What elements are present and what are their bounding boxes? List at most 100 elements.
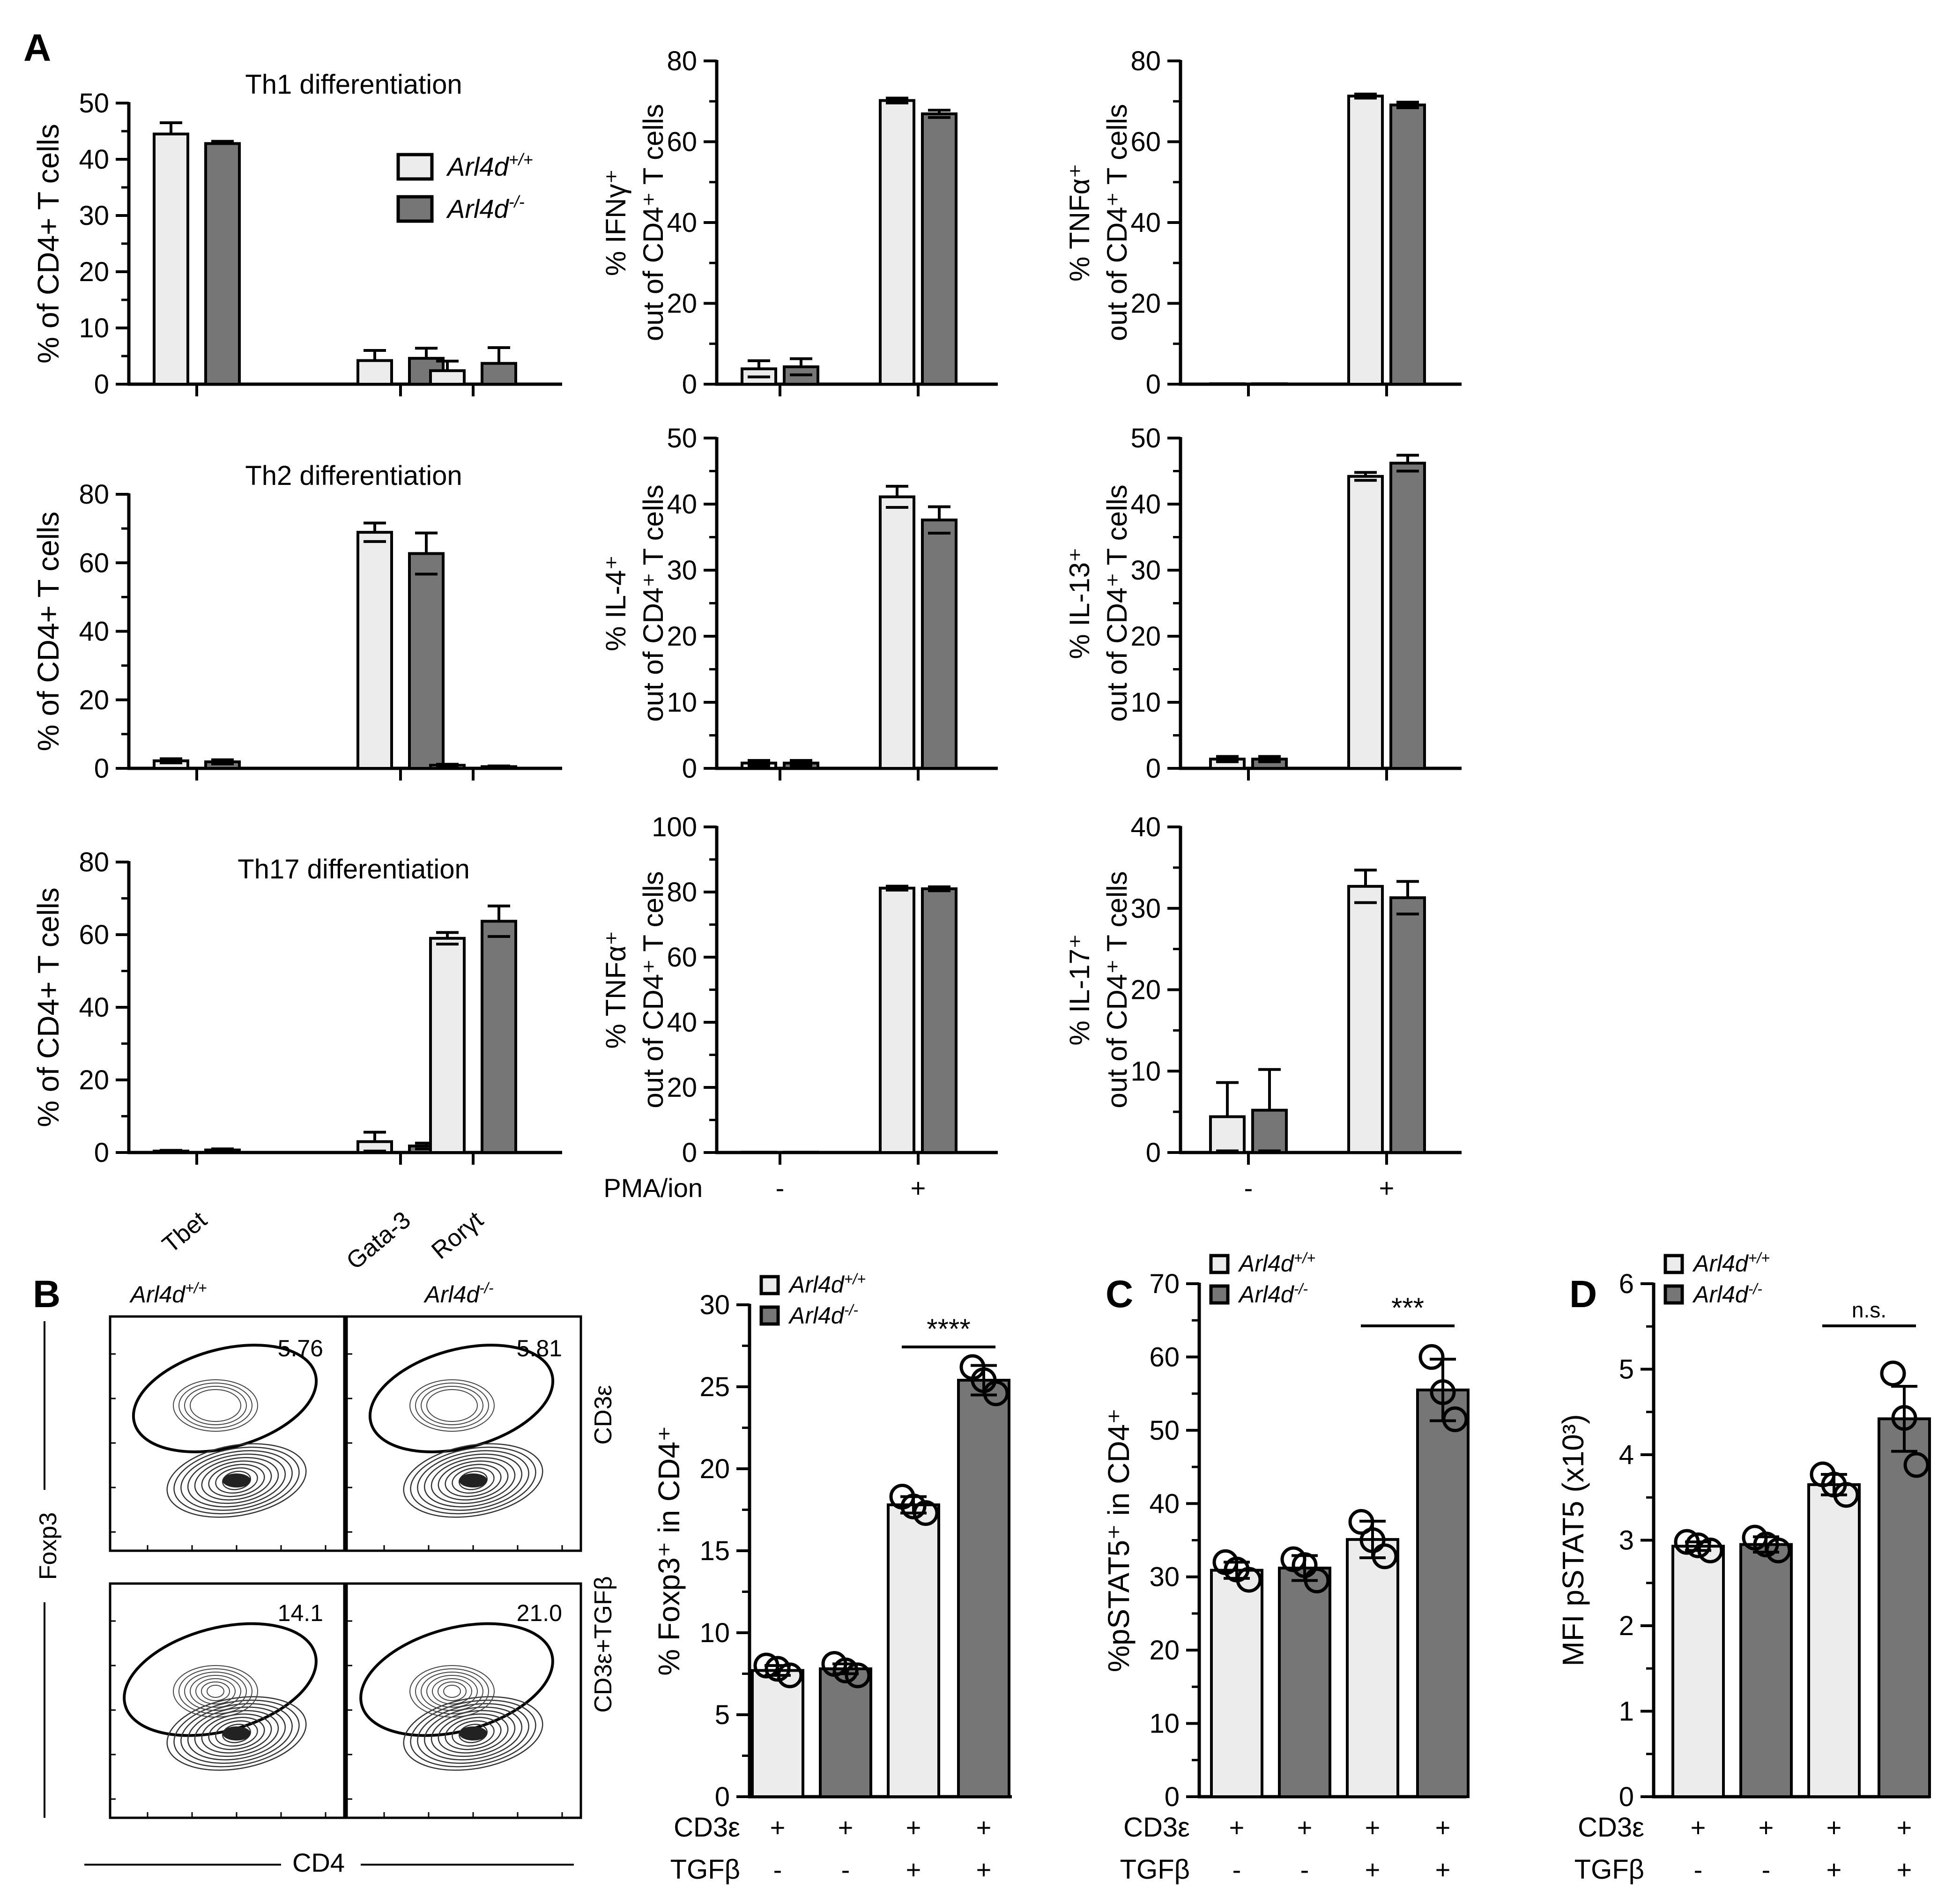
y-tick-label: 10: [1149, 1709, 1180, 1739]
data-point: [971, 1367, 997, 1393]
contour-ring: [417, 1703, 529, 1764]
y-tick-label: 10: [699, 1618, 730, 1648]
y-tick-label: 30: [699, 1290, 730, 1320]
y-tick-label: 0: [1619, 1782, 1634, 1812]
flow-contour-0: [110, 1344, 327, 1551]
bar-th1-2-0: [429, 369, 466, 386]
y-axis-label: % of CD4+ T cells: [31, 124, 65, 364]
y-tick-label: 0: [682, 1138, 697, 1168]
contour-ring: [173, 1446, 300, 1515]
contour-ring: [452, 1467, 495, 1494]
contour-ring: [208, 1717, 265, 1750]
flow-y-axis-label: Foxp3: [35, 1512, 62, 1580]
contour-core: [223, 1473, 251, 1488]
significance-label: ****: [927, 1313, 970, 1345]
contour-ring: [173, 1699, 300, 1768]
legend-label-wt: Arl4d+/+: [1238, 1250, 1315, 1277]
legend-swatch-wt: [759, 1275, 780, 1295]
contour-ring: [459, 1471, 488, 1490]
data-point: [1442, 1406, 1468, 1432]
y-tick-label: 0: [94, 753, 109, 784]
y-tick-label: 20: [79, 685, 109, 715]
flow-row-top-label: CD3ε: [590, 1385, 617, 1444]
y-tick-label: 25: [699, 1372, 730, 1402]
data-point: [1753, 1532, 1779, 1558]
y-tick-label: 2: [1619, 1611, 1634, 1641]
y-tick-label: 15: [699, 1536, 730, 1566]
chart-th1_ifng: 0 20 40 60 80 % IFNγ⁺ out of CD4⁺ T cells: [600, 46, 998, 400]
y-tick-label: 30: [1130, 555, 1161, 586]
y-tick-label: 50: [1149, 1415, 1180, 1446]
cd3e-sign: +: [1435, 1813, 1451, 1842]
gate-ellipse: [132, 1344, 318, 1453]
svg-text:Arl4d+/+: Arl4d+/+: [129, 1279, 207, 1308]
flow-cytometry-panel: Arl4d+/+ Arl4d-/- CD3ε CD3ε+TGFβ Foxp3 C…: [35, 1279, 617, 1877]
contour-ring: [423, 1706, 523, 1761]
chart-th2_il4: 0 10 20 30 40 50 % IL-4⁺ out of CD4⁺ T cells: [600, 423, 998, 784]
bar-th17_tnfa-1-0: [879, 886, 915, 1154]
y-tick-label: 30: [1149, 1562, 1180, 1592]
y-tick-label: 30: [667, 555, 697, 586]
contour-ring: [426, 1675, 478, 1708]
y-tick-label: 20: [667, 621, 697, 652]
y-tick-label: 0: [1165, 1782, 1180, 1812]
panel-label-d: D: [1569, 1273, 1597, 1316]
tgfb-sign: +: [1435, 1855, 1451, 1884]
data-point: [1359, 1527, 1386, 1553]
y-tick-label: 70: [1149, 1269, 1180, 1299]
bar-foxp3-1: [819, 1667, 872, 1798]
y-tick-label: 10: [1130, 1056, 1161, 1086]
contour-ring: [201, 1681, 230, 1701]
bar-th17_tnfa-0-0: [741, 1151, 777, 1154]
contour-ring: [403, 1443, 543, 1518]
cd3e-sign: +: [838, 1813, 854, 1842]
y-tick-label: 10: [667, 687, 697, 718]
y-tick-label: 60: [667, 942, 697, 973]
legend-swatch-ko: [1209, 1284, 1230, 1305]
row-label-cd3e: CD3ε: [674, 1812, 740, 1843]
row-label-tgfb: TGFβ: [670, 1854, 740, 1885]
contour-ring: [180, 1703, 293, 1764]
bar-pstat5_mfi-3: [1878, 1417, 1931, 1799]
y-axis-label: % TNFα⁺ out of CD4⁺ T cells: [600, 871, 669, 1108]
legend-sup: +/+: [1748, 1250, 1770, 1266]
legend-sup: +/+: [1294, 1250, 1315, 1266]
data-point: [1685, 1532, 1711, 1558]
legend-label-wt: Arl4d+/+: [788, 1271, 866, 1298]
significance-label: n.s.: [1852, 1298, 1886, 1322]
legend-swatch-ko: [759, 1305, 780, 1326]
legend-label-wt-sup: +/+: [509, 150, 533, 169]
contour-ring: [432, 1678, 472, 1704]
contour-ring: [173, 1379, 258, 1432]
y-axis-label: % IFNγ⁺ out of CD4⁺ T cells: [600, 104, 669, 341]
y-tick-label: 50: [79, 88, 109, 119]
tgfb-sign: -: [1232, 1855, 1241, 1884]
gate-ellipse: [359, 1622, 554, 1737]
legend-sup: +/+: [844, 1271, 866, 1287]
bar-pstat5_pct-3: [1416, 1388, 1470, 1799]
contour-ring: [180, 1450, 293, 1511]
contour-ring: [443, 1685, 461, 1698]
x-category-label: Gata-3: [342, 1206, 416, 1275]
bar-th2-1-1: [408, 552, 445, 770]
contour-ring: [415, 1668, 489, 1714]
panel-label-a: A: [23, 27, 51, 69]
flow-plot-ko-cd3e: [345, 1315, 582, 1552]
y-tick-label: 80: [667, 46, 697, 76]
y-tick-label: 80: [1130, 46, 1161, 76]
row-label-tgfb: TGFβ: [1120, 1854, 1190, 1885]
bar-pstat5_pct-1: [1278, 1566, 1331, 1798]
legend-gene: Arl4d: [1692, 1250, 1749, 1277]
y-tick-label: 0: [1146, 753, 1161, 784]
data-point: [1674, 1529, 1700, 1555]
contour-ring: [438, 1681, 467, 1701]
y-tick-label: 30: [79, 201, 109, 231]
y-tick-label: 20: [79, 257, 109, 287]
data-point: [1821, 1472, 1847, 1498]
cd3e-sign: +: [1691, 1813, 1706, 1842]
bar-th1-1-0: [356, 359, 393, 386]
contour-ring: [178, 1383, 252, 1428]
contour-ring: [421, 1386, 483, 1425]
contour-ring: [178, 1668, 252, 1714]
bar-pstat5_mfi-1: [1739, 1543, 1793, 1798]
